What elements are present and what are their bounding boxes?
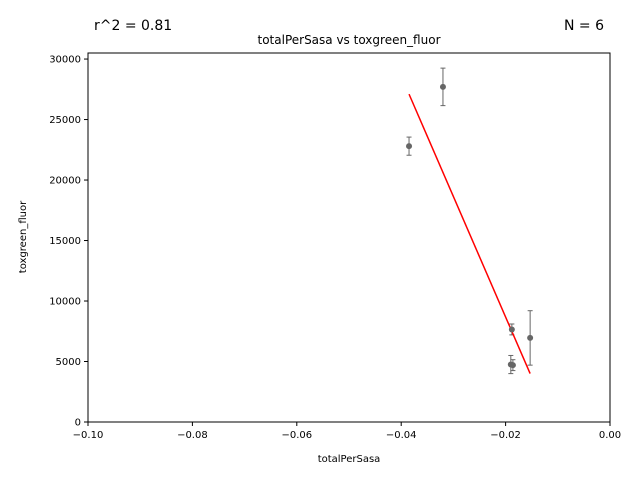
- plot-frame: [87, 52, 611, 423]
- y-axis-label: toxgreen_fluor: [18, 200, 29, 273]
- fit-line: [408, 93, 531, 374]
- y-tick-label: 30000: [49, 55, 81, 66]
- y-tick-label: 0: [75, 418, 81, 429]
- data-point: [406, 143, 413, 150]
- x-tick-label: −0.06: [281, 430, 312, 441]
- y-tick-label: 10000: [49, 297, 81, 308]
- x-axis-label: totalPerSasa: [318, 454, 381, 465]
- plot-area: [406, 67, 534, 375]
- data-point: [527, 334, 534, 341]
- x-tick-label: 0.00: [599, 430, 621, 441]
- n-annotation: N = 6: [564, 18, 604, 34]
- data-point: [509, 362, 516, 369]
- y-tick-label: 15000: [49, 236, 81, 247]
- x-tick-label: −0.08: [177, 430, 208, 441]
- data-point: [439, 83, 446, 90]
- y-tick-label: 25000: [49, 115, 81, 126]
- y-tick-label: 5000: [56, 357, 81, 368]
- r-squared-annotation: r^2 = 0.81: [94, 18, 172, 34]
- data-point: [508, 326, 515, 333]
- x-tick-label: −0.02: [490, 430, 521, 441]
- x-tick-label: −0.10: [73, 430, 104, 441]
- y-axis: 0 5000 10000 15000 20000 25000 30000: [49, 55, 88, 429]
- y-tick-label: 20000: [49, 176, 81, 187]
- x-axis: −0.10 −0.08 −0.06 −0.04 −0.02 0.00: [73, 422, 621, 441]
- x-tick-label: −0.04: [386, 430, 417, 441]
- chart-title: totalPerSasa vs toxgreen_fluor: [258, 33, 441, 47]
